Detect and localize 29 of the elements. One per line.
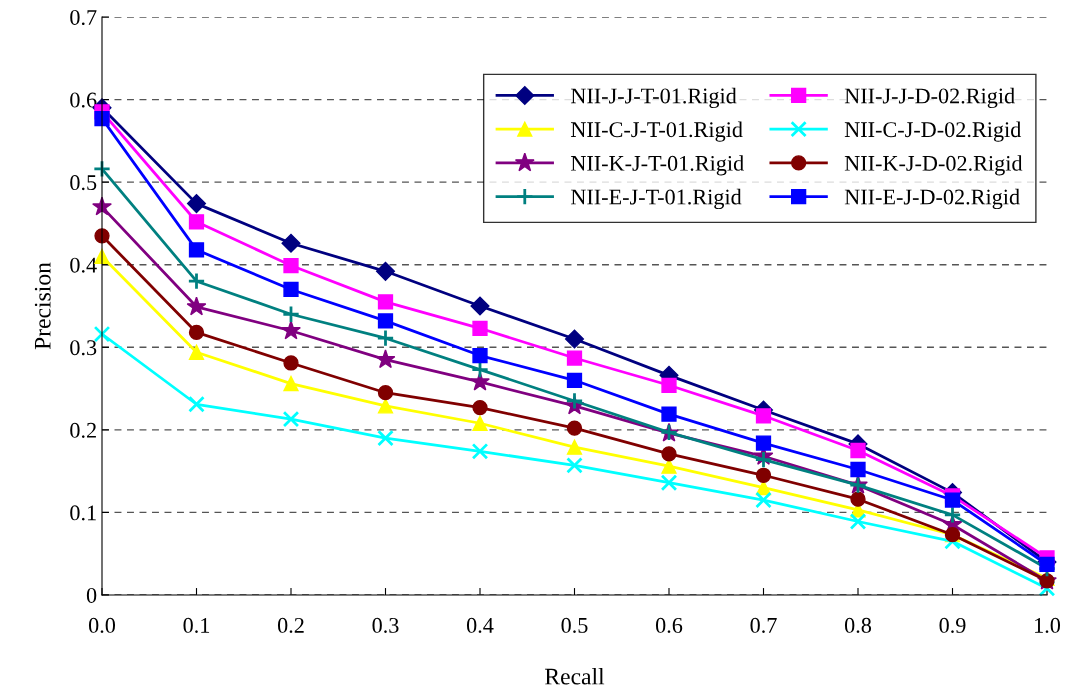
legend-label: NII-E-J-D-02.Rigid xyxy=(844,188,1020,210)
x-tick-label: 0.0 xyxy=(88,617,116,633)
y-tick-label: 0.7 xyxy=(70,9,97,26)
y-tick-label: 0.4 xyxy=(70,257,97,273)
x-tick-label: 0.6 xyxy=(655,617,683,633)
x-tick-label: 0.5 xyxy=(561,617,588,633)
y-tick-label: 0 xyxy=(86,587,97,603)
legend-label: NII-K-J-T-01.Rigid xyxy=(570,155,744,176)
legend-label: NII-J-J-D-02.Rigid xyxy=(844,87,1015,109)
legend-label: NII-C-J-T-01.Rigid xyxy=(570,121,743,142)
x-tick-label: 0.9 xyxy=(939,617,966,633)
x-tick-label: 0.8 xyxy=(844,617,872,633)
y-tick-label: 0.2 xyxy=(70,422,96,438)
x-tick-label: 0.7 xyxy=(750,617,777,633)
x-tick-label: 0.4 xyxy=(466,617,494,633)
y-axis-title: Precision xyxy=(34,262,51,350)
legend-label: NII-C-J-D-02.Rigid xyxy=(844,121,1022,142)
x-tick-label: 0.1 xyxy=(183,617,210,633)
x-tick-label: 0.2 xyxy=(277,617,304,633)
x-tick-label: 0.3 xyxy=(372,617,399,633)
y-tick-label: 0.3 xyxy=(70,340,97,356)
x-tick-label: 1.0 xyxy=(1035,617,1061,633)
x-axis-title: Recall xyxy=(545,667,605,685)
y-tick-label: 0.5 xyxy=(70,175,97,191)
legend-label: NII-J-J-T-01.Rigid xyxy=(570,87,737,109)
y-tick-label: 0.6 xyxy=(70,92,97,108)
y-tick-label: 0.1 xyxy=(70,505,96,521)
legend-label: NII-E-J-T-01.Rigid xyxy=(570,188,742,210)
legend-label: NII-K-J-D-02.Rigid xyxy=(844,155,1023,176)
